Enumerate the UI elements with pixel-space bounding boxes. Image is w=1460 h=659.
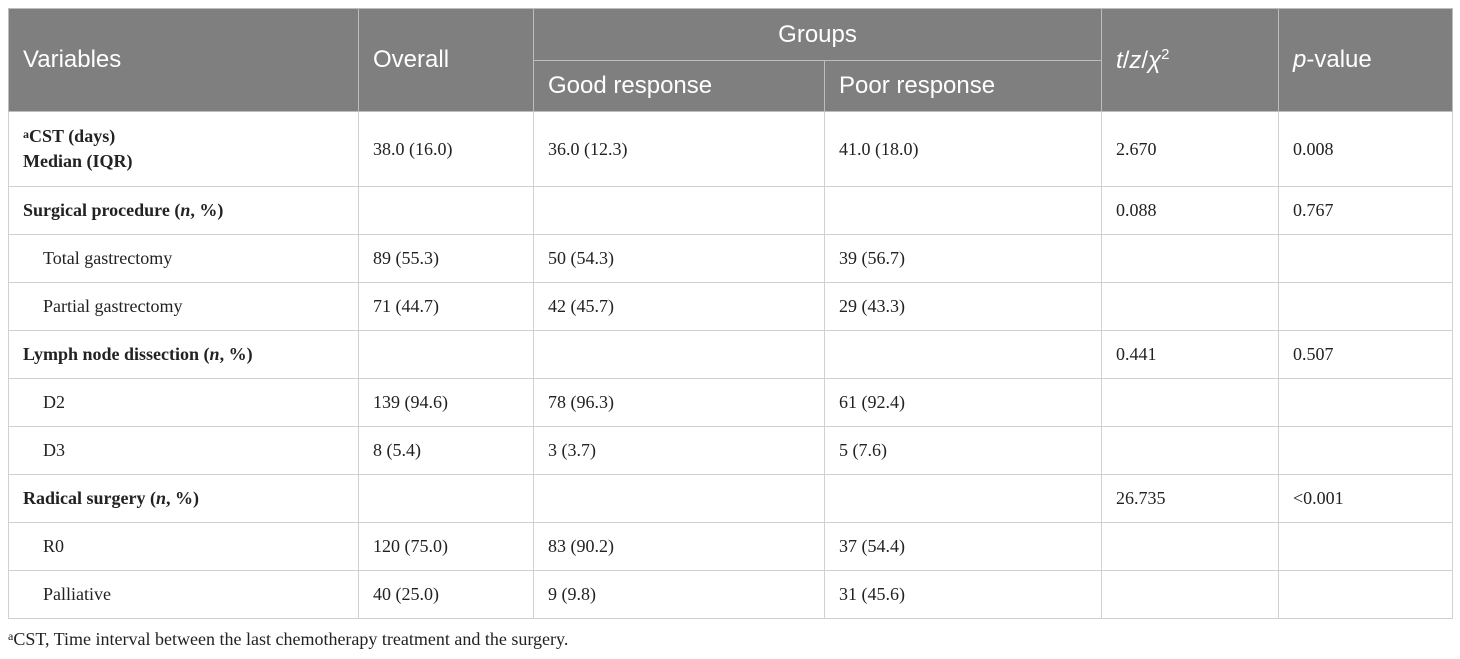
cell-good: 78 (96.3): [533, 378, 825, 427]
cell-good: [533, 474, 825, 523]
table-row: Radical surgery (n, %) 26.735 <0.001: [8, 474, 1454, 523]
table-row: D2 139 (94.6) 78 (96.3) 61 (92.4): [8, 378, 1454, 427]
cell-overall: [358, 330, 534, 379]
cell-stat: [1101, 282, 1280, 331]
cell-poor: 29 (43.3): [823, 282, 1103, 331]
cell-poor: 5 (7.6): [823, 426, 1103, 475]
results-table: Variables Overall Groups t/z/χ2 p-value …: [8, 8, 1454, 619]
row-label: Lymph node dissection (n, %): [8, 330, 359, 379]
cell-stat: 0.088: [1101, 186, 1280, 235]
cell-poor: [823, 330, 1103, 379]
cell-good: [533, 330, 825, 379]
table-row: Lymph node dissection (n, %) 0.441 0.507: [8, 330, 1454, 379]
header-overall: Overall: [358, 8, 534, 112]
cell-p: <0.001: [1278, 474, 1454, 523]
cell-p: 0.507: [1278, 330, 1454, 379]
cell-p: 0.767: [1278, 186, 1454, 235]
cell-poor: 31 (45.6): [823, 570, 1103, 619]
cell-overall: 71 (44.7): [358, 282, 534, 331]
table-footnote: aCST, Time interval between the last che…: [8, 629, 568, 650]
cell-good: 36.0 (12.3): [533, 111, 825, 187]
cell-overall: 8 (5.4): [358, 426, 534, 475]
table-row: R0 120 (75.0) 83 (90.2) 37 (54.4): [8, 522, 1454, 571]
header-good-response: Good response: [533, 60, 825, 112]
cell-good: 50 (54.3): [533, 234, 825, 283]
cell-stat: [1101, 570, 1280, 619]
header-variables: Variables: [8, 8, 359, 112]
cell-good: 9 (9.8): [533, 570, 825, 619]
footnote-text: CST, Time interval between the last chem…: [13, 629, 569, 649]
cell-poor: 61 (92.4): [823, 378, 1103, 427]
row-label: Radical surgery (n, %): [8, 474, 359, 523]
table-row: aCST (days) Median (IQR) 38.0 (16.0) 36.…: [8, 111, 1454, 187]
row-label-sub: Median (IQR): [23, 151, 133, 171]
row-label: Total gastrectomy: [8, 234, 359, 283]
cell-p: [1278, 234, 1454, 283]
row-label: Palliative: [8, 570, 359, 619]
table-row: D3 8 (5.4) 3 (3.7) 5 (7.6): [8, 426, 1454, 475]
footnote-marker: a: [23, 127, 29, 141]
cell-p: [1278, 522, 1454, 571]
cell-overall: 89 (55.3): [358, 234, 534, 283]
cell-stat: [1101, 378, 1280, 427]
footnote-marker: a: [8, 629, 14, 643]
cell-poor: 39 (56.7): [823, 234, 1103, 283]
row-label: R0: [8, 522, 359, 571]
row-label: D3: [8, 426, 359, 475]
header-groups: Groups: [532, 8, 1103, 61]
cell-p: [1278, 426, 1454, 475]
results-table-container: Variables Overall Groups t/z/χ2 p-value …: [8, 8, 1454, 619]
cell-good: 3 (3.7): [533, 426, 825, 475]
cell-p: [1278, 378, 1454, 427]
cell-stat: 2.670: [1101, 111, 1280, 187]
cell-p: [1278, 570, 1454, 619]
cell-poor: 37 (54.4): [823, 522, 1103, 571]
row-label: D2: [8, 378, 359, 427]
row-label: aCST (days) Median (IQR): [8, 111, 359, 187]
cell-poor: [823, 186, 1103, 235]
cell-overall: [358, 186, 534, 235]
row-label: Surgical procedure (n, %): [8, 186, 359, 235]
cell-overall: 38.0 (16.0): [358, 111, 534, 187]
cell-stat: [1101, 426, 1280, 475]
cell-p: [1278, 282, 1454, 331]
table-row: Surgical procedure (n, %) 0.088 0.767: [8, 186, 1454, 235]
table-row: Palliative 40 (25.0) 9 (9.8) 31 (45.6): [8, 570, 1454, 619]
cell-overall: 120 (75.0): [358, 522, 534, 571]
header-poor-response: Poor response: [823, 60, 1103, 112]
cell-p: 0.008: [1278, 111, 1454, 187]
header-pvalue: p-value: [1278, 8, 1454, 112]
cell-overall: 40 (25.0): [358, 570, 534, 619]
cell-overall: [358, 474, 534, 523]
table-row: Total gastrectomy 89 (55.3) 50 (54.3) 39…: [8, 234, 1454, 283]
cell-poor: 41.0 (18.0): [823, 111, 1103, 187]
header-stat: t/z/χ2: [1101, 8, 1280, 112]
cell-overall: 139 (94.6): [358, 378, 534, 427]
cell-stat: 26.735: [1101, 474, 1280, 523]
table-row: Partial gastrectomy 71 (44.7) 42 (45.7) …: [8, 282, 1454, 331]
row-label: Partial gastrectomy: [8, 282, 359, 331]
cell-stat: 0.441: [1101, 330, 1280, 379]
cell-stat: [1101, 522, 1280, 571]
cell-good: 42 (45.7): [533, 282, 825, 331]
cell-good: [533, 186, 825, 235]
row-label-text: CST (days): [29, 126, 116, 146]
cell-poor: [823, 474, 1103, 523]
cell-stat: [1101, 234, 1280, 283]
cell-good: 83 (90.2): [533, 522, 825, 571]
